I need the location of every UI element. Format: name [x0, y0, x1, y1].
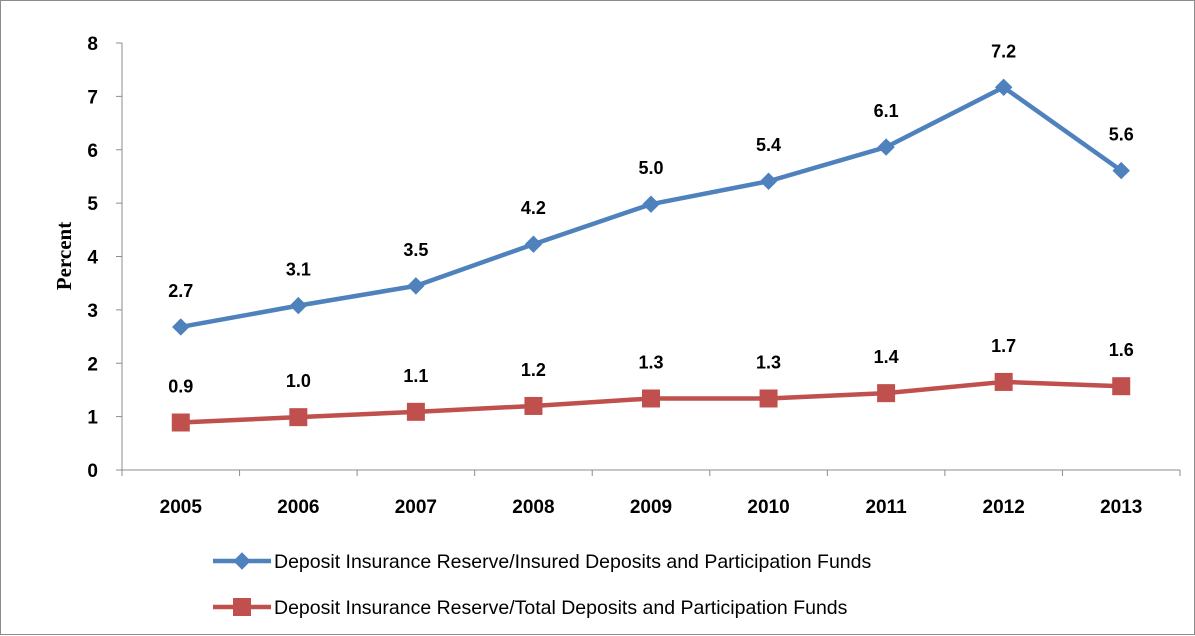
- data-labels: 2.7 3.1 3.5 4.2 5.0 5.4 6.1 7.2 5.6 0.9 1.0 1.1 1.2 1…: [168, 41, 1133, 396]
- x-tick-label: 2012: [983, 497, 1025, 518]
- data-label-insured-deposits: 6.1: [874, 101, 899, 121]
- data-label-total-deposits: 1.2: [521, 360, 546, 380]
- x-tick-label: 2011: [865, 497, 907, 518]
- y-tick-label: 0: [87, 461, 98, 482]
- y-tick-label: 4: [87, 248, 98, 269]
- y-tick-label: 2: [87, 354, 98, 375]
- data-label-insured-deposits: 5.0: [638, 158, 663, 178]
- data-label-insured-deposits: 5.4: [756, 135, 781, 155]
- x-tick-label: 2010: [747, 497, 789, 518]
- legend: Deposit Insurance Reserve/Insured Deposi…: [213, 551, 871, 619]
- data-label-total-deposits: 1.0: [286, 371, 311, 391]
- y-tick-label: 5: [87, 194, 98, 215]
- legend-label-total-deposits: Deposit Insurance Reserve/Total Deposits…: [274, 597, 848, 619]
- data-label-insured-deposits: 3.5: [403, 240, 428, 260]
- marker-total-deposits: [406, 402, 425, 421]
- y-tick-label: 7: [87, 87, 98, 108]
- legend-label-insured-deposits: Deposit Insurance Reserve/Insured Deposi…: [274, 551, 871, 573]
- x-tick-label: 2007: [395, 497, 437, 518]
- legend-marker-insured-deposits: [233, 552, 251, 570]
- data-label-insured-deposits: 5.6: [1109, 125, 1134, 145]
- marker-insured-deposits: [642, 195, 660, 213]
- marker-insured-deposits: [407, 277, 425, 295]
- y-tick-label: 6: [87, 141, 98, 162]
- marker-total-deposits: [289, 408, 308, 427]
- axes: 0 1 2 3 4 5 6 7 8 2005 2006 2007 2008 2009 2010 2011 201…: [87, 34, 1181, 518]
- marker-insured-deposits: [759, 172, 778, 190]
- data-label-total-deposits: 1.3: [756, 352, 781, 372]
- marker-insured-deposits: [172, 318, 190, 336]
- marker-total-deposits: [1112, 377, 1131, 396]
- data-label-insured-deposits: 7.2: [991, 41, 1016, 61]
- marker-insured-deposits: [1112, 161, 1130, 180]
- data-label-insured-deposits: 4.2: [521, 198, 546, 218]
- data-label-total-deposits: 1.3: [638, 352, 663, 372]
- marker-insured-deposits: [289, 296, 308, 315]
- x-tick-label: 2008: [512, 497, 554, 518]
- data-label-total-deposits: 1.6: [1109, 340, 1134, 360]
- y-tick-label: 8: [87, 34, 98, 55]
- y-axis-title: Percent: [52, 222, 76, 290]
- marker-insured-deposits: [877, 138, 895, 156]
- data-label-total-deposits: 1.1: [403, 366, 428, 386]
- data-label-total-deposits: 1.4: [874, 347, 899, 367]
- x-tick-label: 2013: [1100, 497, 1142, 518]
- marker-total-deposits: [524, 396, 543, 415]
- marker-insured-deposits: [524, 235, 543, 253]
- legend-marker-total-deposits: [233, 598, 251, 616]
- data-label-total-deposits: 1.7: [991, 336, 1016, 356]
- marker-total-deposits: [759, 389, 778, 408]
- x-tick-label: 2009: [630, 497, 672, 518]
- marker-total-deposits: [171, 413, 190, 432]
- marker-total-deposits: [877, 384, 896, 403]
- data-label-total-deposits: 0.9: [168, 376, 193, 396]
- markers: [171, 78, 1131, 432]
- marker-total-deposits: [994, 372, 1013, 391]
- marker-insured-deposits: [994, 78, 1013, 97]
- y-tick-label: 1: [87, 408, 98, 429]
- x-tick-label: 2006: [277, 497, 319, 518]
- data-label-insured-deposits: 3.1: [286, 260, 311, 280]
- data-label-insured-deposits: 2.7: [168, 281, 193, 301]
- marker-total-deposits: [642, 389, 660, 408]
- y-tick-label: 3: [87, 301, 98, 322]
- x-tick-label: 2005: [160, 497, 203, 518]
